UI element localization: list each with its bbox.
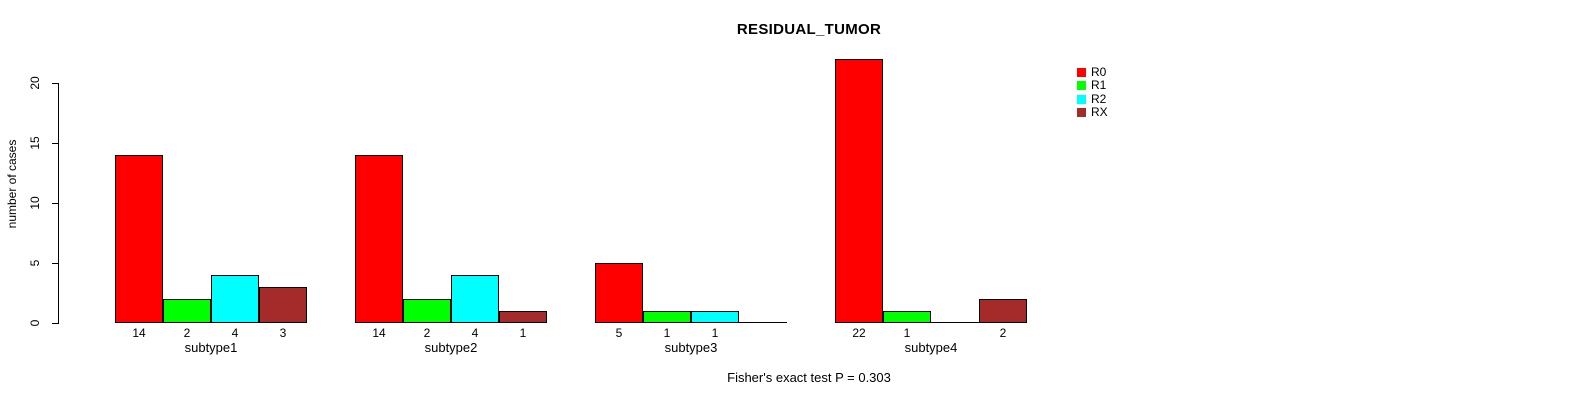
x-category-label: subtype1: [184, 340, 238, 355]
bar-r1-subtype2: [403, 299, 451, 323]
x-category-label: subtype4: [904, 340, 958, 355]
bar-value-label: 14: [372, 326, 386, 340]
bar-value-label: 2: [999, 326, 1007, 340]
x-category-label: subtype2: [424, 340, 478, 355]
bar-r2-subtype2: [451, 275, 499, 323]
bar-value-label: 1: [519, 326, 527, 340]
y-axis-tick: [52, 83, 58, 84]
bar-value-label: 3: [279, 326, 287, 340]
bar-value-label: 1: [711, 326, 719, 340]
bar-value-label: 14: [132, 326, 146, 340]
bar-value-label: 22: [852, 326, 866, 340]
bar-value-label: 5: [615, 326, 623, 340]
bar-value-label: 4: [471, 326, 479, 340]
legend-swatch-r1: [1077, 81, 1086, 91]
legend-label-r1: R1: [1091, 78, 1107, 93]
legend-item-r0: R0: [1077, 66, 1108, 79]
y-axis-tick: [52, 203, 58, 204]
bar-rx-subtype1: [259, 287, 307, 323]
legend-item-rx: RX: [1077, 104, 1108, 119]
bar-r1-subtype1: [163, 299, 211, 323]
legend-label-r0: R0: [1091, 65, 1107, 79]
y-tick-label: 5: [28, 259, 42, 267]
legend-swatch-r2: [1077, 94, 1086, 104]
legend: R0 R1 R2 RX: [1077, 66, 1108, 119]
legend-label-r2: R2: [1091, 91, 1107, 106]
bar-r1-subtype4: [883, 311, 931, 323]
bar-value-label: 2: [183, 326, 191, 340]
bar-value-label: 2: [423, 326, 431, 340]
y-tick-label: 0: [28, 319, 42, 327]
bar-value-label: 4: [231, 326, 239, 340]
bar-r0-subtype2: [355, 155, 403, 323]
bar-r0-subtype1: [115, 155, 163, 323]
legend-item-r2: R2: [1077, 91, 1108, 106]
bar-value-label: 1: [903, 326, 911, 340]
y-tick-label: 20: [28, 76, 42, 90]
legend-label-rx: RX: [1091, 104, 1108, 119]
group-baseline: [835, 322, 1027, 323]
bar-r1-subtype3: [643, 311, 691, 323]
legend-swatch-rx: [1077, 107, 1086, 117]
y-tick-label: 10: [28, 196, 42, 210]
y-axis-tick: [52, 323, 58, 324]
x-category-label: subtype3: [664, 340, 718, 355]
bar-r2-subtype1: [211, 275, 259, 323]
bar-rx-subtype2: [499, 311, 547, 323]
bar-r0-subtype4: [835, 59, 883, 323]
legend-swatch-r0: [1077, 68, 1086, 77]
bar-r2-subtype3: [691, 311, 739, 323]
y-axis-tick: [52, 263, 58, 264]
bar-r0-subtype3: [595, 263, 643, 323]
legend-item-r1: R1: [1077, 79, 1108, 92]
footer-note: Fisher's exact test P = 0.303: [727, 370, 891, 385]
chart-title: RESIDUAL_TUMOR: [736, 21, 882, 38]
y-tick-label: 15: [28, 136, 42, 150]
y-axis-tick: [52, 143, 58, 144]
bar-rx-subtype4: [979, 299, 1027, 323]
y-axis-line: [58, 83, 59, 324]
bar-value-label: 1: [663, 326, 671, 340]
